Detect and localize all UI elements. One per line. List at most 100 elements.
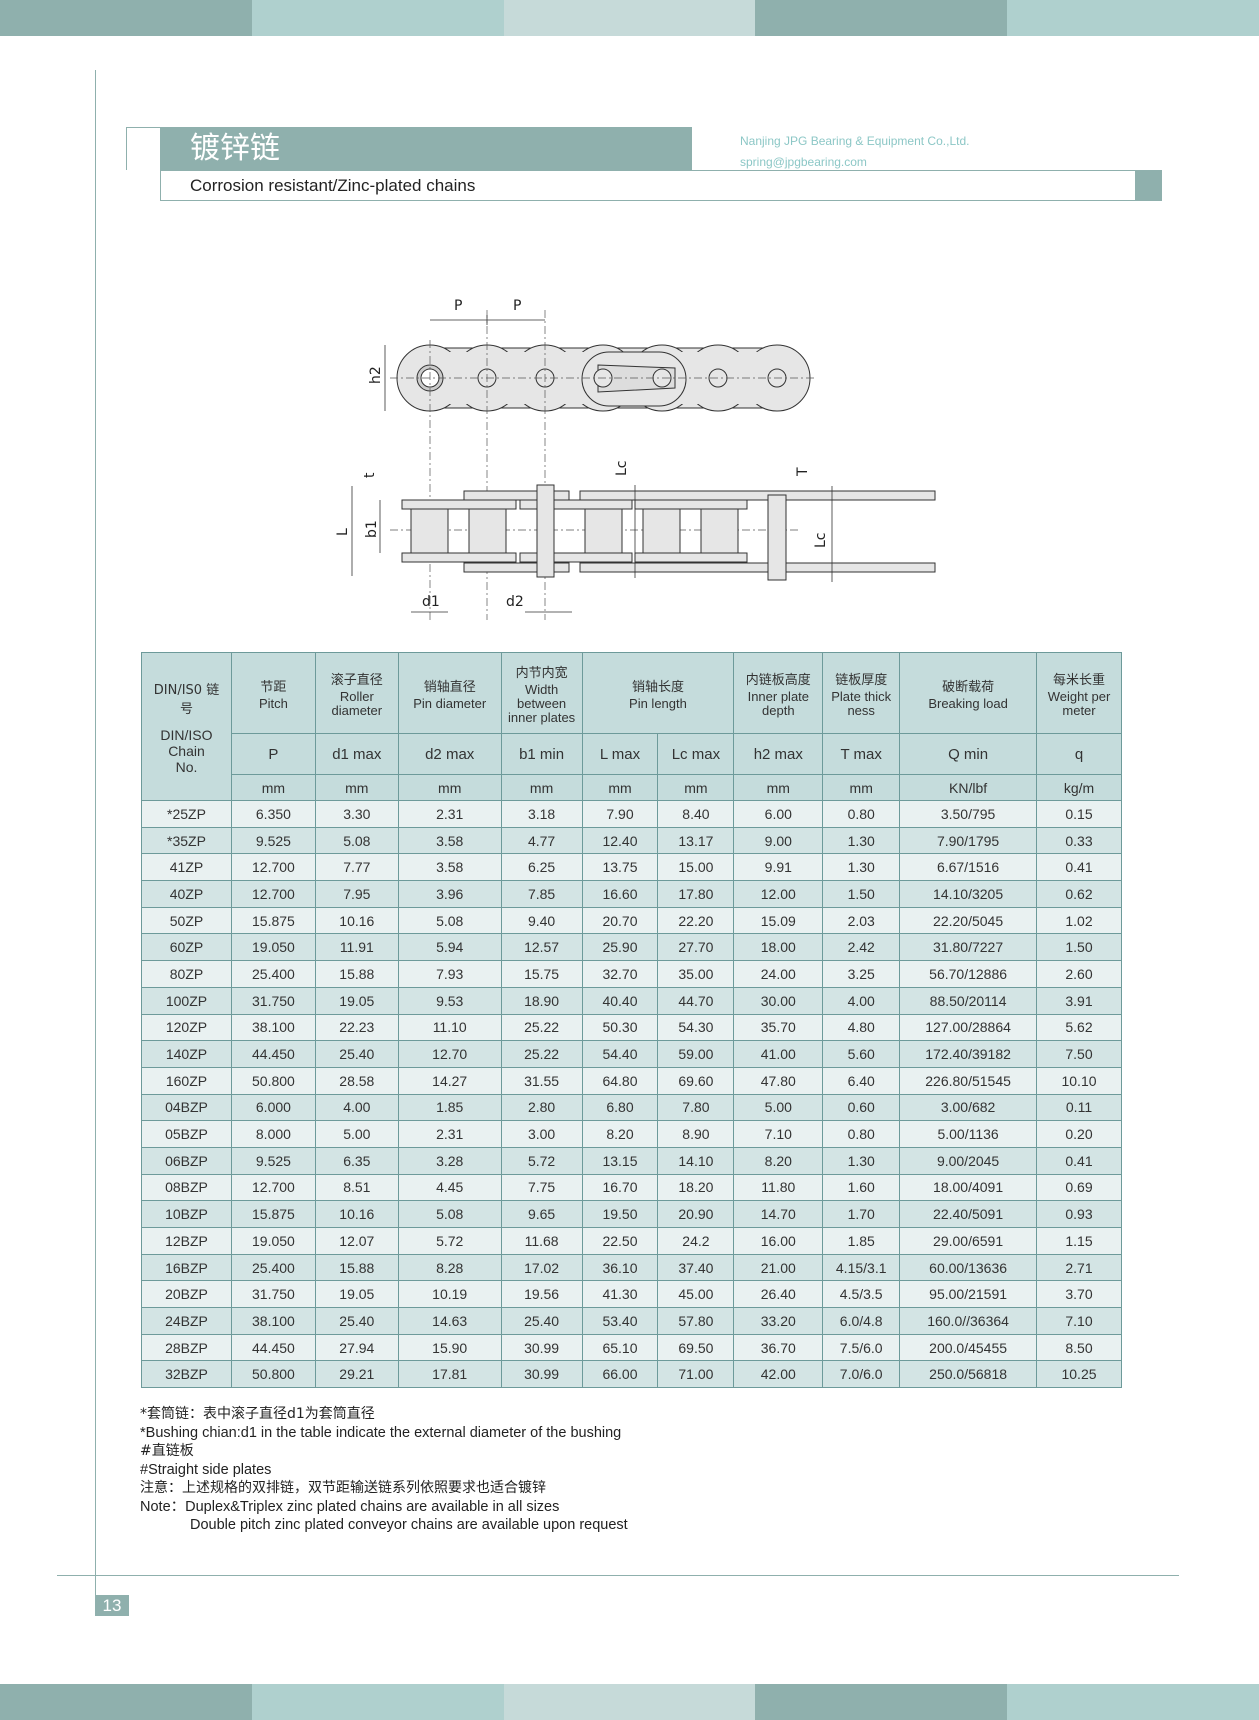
table-cell: 8.40 <box>657 800 735 828</box>
table-row: 100ZP 31.750 19.05 9.53 18.90 40.40 44.70 30.00… <box>141 986 1122 1015</box>
label-d1: d1 <box>422 594 440 610</box>
table-cell: 0.93 <box>1036 1200 1122 1228</box>
table-cell: 40.40 <box>581 986 659 1015</box>
table-cell: 50.800 <box>230 1360 316 1389</box>
table-cell: 13.15 <box>581 1146 659 1175</box>
table-cell: 22.23 <box>314 1013 399 1042</box>
table-cell: 8.20 <box>581 1120 659 1148</box>
header-en: Inner plate depth <box>747 688 810 718</box>
table-cell: 10.16 <box>314 1200 399 1228</box>
table-cell: 12.700 <box>230 853 316 882</box>
label-b1: b1 <box>364 520 380 538</box>
table-cell: 1.70 <box>822 1200 901 1228</box>
company-email: spring@jpgbearing.com <box>740 155 867 169</box>
table-cell: 2.80 <box>500 1093 583 1122</box>
table-cell: 0.20 <box>1036 1120 1122 1148</box>
chain-number-cell: 20BZP <box>141 1280 232 1309</box>
label-t: t <box>362 472 378 478</box>
table-cell: 9.40 <box>500 906 583 935</box>
table-cell: 8.20 <box>733 1146 824 1175</box>
table-cell: 6.000 <box>230 1093 316 1122</box>
table-cell: 5.72 <box>500 1146 583 1175</box>
table-cell: 11.80 <box>733 1173 824 1202</box>
table-cell: 0.15 <box>1036 800 1122 828</box>
header-symbol: T max <box>822 733 901 775</box>
table-cell: 226.80/51545 <box>899 1066 1038 1095</box>
table-cell: 7.50 <box>1036 1040 1122 1068</box>
table-cell: 6.00 <box>733 800 824 828</box>
header-pin-length: 销轴长度 Pin length <box>581 652 735 734</box>
header-cn: 链板厚度 <box>835 672 888 688</box>
table-cell: 3.58 <box>397 853 502 882</box>
table-cell: 95.00/21591 <box>899 1280 1038 1309</box>
table-cell: 2.31 <box>397 800 502 828</box>
table-row: 04BZP 6.000 4.00 1.85 2.80 6.80 7.80 5.00 0.60 3.… <box>141 1093 1122 1122</box>
chain-number-cell: 12BZP <box>141 1227 232 1255</box>
table-cell: 42.00 <box>733 1360 824 1389</box>
table-cell: 200.0/45455 <box>899 1333 1038 1362</box>
header-width-between-inner-plates: 内节内宽 Width between inner plates <box>500 652 583 734</box>
header-unit: mm <box>500 774 583 801</box>
table-cell: 7.95 <box>314 880 399 908</box>
header-symbol: d1 max <box>314 733 399 775</box>
header-cn: 销轴长度 <box>631 679 684 695</box>
bottom-color-bar <box>0 1684 1259 1720</box>
table-cell: 38.100 <box>230 1013 316 1042</box>
table-cell: 160.0//36364 <box>899 1307 1038 1335</box>
table-cell: 12.57 <box>500 933 583 962</box>
header-unit: mm <box>397 774 502 801</box>
header-chain-no: DIN/IS0 链 号 DIN/ISO Chain No. <box>141 652 232 801</box>
chain-number-cell: 140ZP <box>141 1040 232 1068</box>
table-cell: 127.00/28864 <box>899 1013 1038 1042</box>
header-unit: mm <box>657 774 735 801</box>
table-cell: 10.19 <box>397 1280 502 1309</box>
table-cell: 35.70 <box>733 1013 824 1042</box>
table-cell: 3.28 <box>397 1146 502 1175</box>
table-cell: 25.40 <box>314 1040 399 1068</box>
header-symbol: b1 min <box>500 733 583 775</box>
table-cell: 36.70 <box>733 1333 824 1362</box>
table-cell: 7.80 <box>657 1093 735 1122</box>
table-cell: 14.27 <box>397 1066 502 1095</box>
table-cell: 16.00 <box>733 1227 824 1255</box>
table-cell: 5.08 <box>397 906 502 935</box>
table-cell: 17.81 <box>397 1360 502 1389</box>
page-subtitle: Corrosion resistant/Zinc-plated chains <box>160 170 1162 201</box>
table-cell: 71.00 <box>657 1360 735 1389</box>
table-cell: 7.10 <box>1036 1307 1122 1335</box>
table-cell: 9.525 <box>230 826 316 855</box>
table-cell: 7.5/6.0 <box>822 1333 901 1362</box>
table-cell: 6.350 <box>230 800 316 828</box>
table-cell: 0.69 <box>1036 1173 1122 1202</box>
table-cell: 5.00 <box>733 1093 824 1122</box>
table-cell: 2.42 <box>822 933 901 962</box>
chain-number-cell: 41ZP <box>141 853 232 882</box>
table-cell: 172.40/39182 <box>899 1040 1038 1068</box>
table-cell: 6.67/1516 <box>899 853 1038 882</box>
chain-number-cell: 40ZP <box>141 880 232 908</box>
label-T: T <box>795 467 811 477</box>
footnotes: *套筒链：表中滚子直径d1为套筒直径 *Bushing chian:d1 in … <box>140 1405 628 1535</box>
table-cell: 13.17 <box>657 826 735 855</box>
table-cell: 0.62 <box>1036 880 1122 908</box>
table-cell: 19.05 <box>314 1280 399 1309</box>
table-cell: 1.30 <box>822 1146 901 1175</box>
table-cell: 12.00 <box>733 880 824 908</box>
table-cell: 41.30 <box>581 1280 659 1309</box>
table-row: 80ZP 25.400 15.88 7.93 15.75 32.70 35.00 24.00 3… <box>141 960 1122 988</box>
table-row: 120ZP 38.100 22.23 11.10 25.22 50.30 54.30 35.7… <box>141 1013 1122 1042</box>
table-cell: 19.56 <box>500 1280 583 1309</box>
chain-number-cell: *25ZP <box>141 800 232 828</box>
table-cell: 7.85 <box>500 880 583 908</box>
header-weight-per-meter: 每米长重 Weight per meter <box>1036 652 1122 734</box>
table-cell: 6.25 <box>500 853 583 882</box>
table-cell: 9.91 <box>733 853 824 882</box>
header-en: Width between inner plates <box>507 681 576 725</box>
header-cn: 破断载荷 <box>942 679 995 695</box>
table-cell: 50.30 <box>581 1013 659 1042</box>
table-row: 50ZP 15.875 10.16 5.08 9.40 20.70 22.20 15.09 2.… <box>141 906 1122 935</box>
table-cell: 31.750 <box>230 986 316 1015</box>
table-cell: 35.00 <box>657 960 735 988</box>
table-row: 20BZP 31.750 19.05 10.19 19.56 41.30 45.00 26.4… <box>141 1280 1122 1309</box>
table-cell: 38.100 <box>230 1307 316 1335</box>
